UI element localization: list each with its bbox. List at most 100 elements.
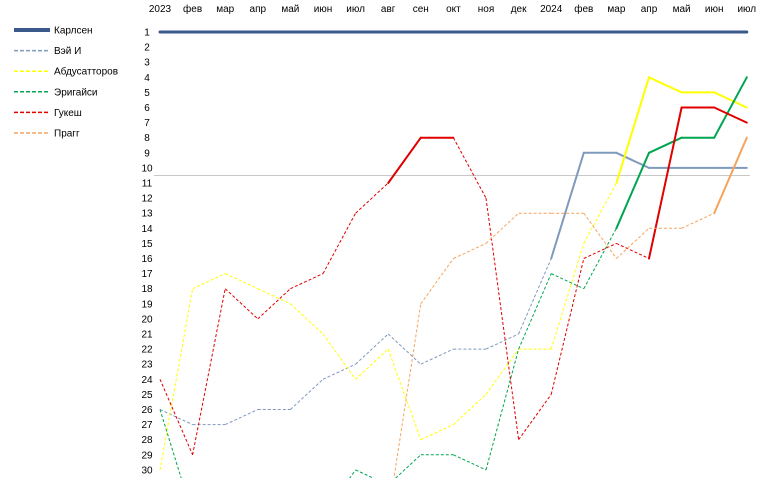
series-5: [393, 136, 748, 478]
series-segment: [583, 212, 617, 259]
series-segment: [420, 348, 454, 365]
y-tick-label: 25: [141, 390, 153, 401]
series-segment: [387, 136, 422, 184]
series-segment: [355, 348, 389, 380]
x-tick-label: ноя: [478, 4, 495, 15]
series-segment: [615, 151, 650, 230]
series-segment: [485, 348, 520, 395]
y-tick-label: 24: [141, 375, 153, 386]
series-segment: [224, 288, 259, 320]
series-segment: [485, 212, 519, 244]
x-tick-label: май: [281, 4, 299, 15]
series-4: [159, 106, 748, 455]
series-1: [159, 151, 748, 426]
series-segment: [387, 333, 422, 365]
legend-label: Карлсен: [54, 26, 93, 37]
y-tick-label: 7: [144, 118, 150, 129]
series-segment: [713, 136, 748, 215]
series-segment: [322, 333, 357, 380]
x-tick-label: май: [673, 4, 691, 15]
legend-label: Прагг: [54, 129, 80, 140]
series-group: [158, 30, 749, 478]
y-tick-label: 27: [141, 420, 153, 431]
series-segment: [420, 258, 454, 305]
y-axis-ticks: 1234567891011121314151617181920212223242…: [141, 28, 153, 477]
y-tick-label: 30: [141, 465, 153, 476]
y-tick-label: 1: [144, 28, 150, 39]
y-tick-label: 11: [142, 179, 153, 190]
series-segment: [224, 409, 259, 426]
series-segment: [583, 242, 617, 259]
y-tick-label: 19: [141, 299, 153, 310]
series-segment: [290, 273, 324, 290]
y-tick-label: 28: [141, 435, 153, 446]
series-segment: [453, 242, 487, 259]
series-segment: [583, 228, 617, 289]
series-segment: [550, 243, 585, 350]
series-segment: [453, 394, 487, 425]
y-tick-label: 10: [141, 163, 153, 174]
series-segment: [387, 348, 422, 440]
legend-item: Прагг: [14, 129, 80, 140]
x-tick-label: дек: [511, 4, 527, 15]
series-segment: [355, 182, 389, 214]
series-segment: [452, 137, 487, 199]
series-segment: [518, 273, 552, 350]
series-segment: [583, 182, 617, 244]
series-segment: [616, 242, 650, 259]
x-tick-label: окт: [446, 4, 461, 15]
series-segment: [485, 333, 519, 350]
legend-label: Вэй И: [54, 46, 81, 57]
series-segment: [420, 424, 454, 441]
series-segment: [713, 91, 748, 109]
series-3: [159, 76, 748, 478]
y-tick-label: 14: [141, 224, 153, 235]
series-segment: [550, 151, 585, 260]
legend-label: Абдусатторов: [54, 66, 118, 78]
x-tick-label: сен: [413, 4, 429, 15]
y-tick-label: 16: [141, 254, 153, 265]
y-tick-label: 20: [141, 314, 153, 325]
x-tick-label: авг: [381, 4, 396, 15]
series-segment: [550, 258, 585, 395]
series-segment: [159, 379, 194, 455]
series-segment: [393, 303, 422, 478]
series-segment: [648, 76, 683, 94]
y-tick-label: 15: [141, 239, 153, 250]
x-tick-label: июн: [705, 4, 724, 15]
series-segment: [485, 198, 520, 440]
series-segment: [550, 273, 585, 290]
x-tick-label: мар: [216, 4, 234, 15]
y-tick-label: 2: [144, 43, 150, 54]
x-tick-label: апр: [641, 4, 658, 15]
series-segment: [615, 76, 650, 184]
legend-item: Вэй И: [14, 46, 81, 57]
series-segment: [681, 212, 715, 229]
series-segment: [159, 409, 182, 478]
legend: Карлсен Вэй И Абдусатторов Эригайси Гукеш Пра…: [14, 26, 118, 140]
series-segment: [355, 333, 389, 365]
series-segment: [159, 288, 194, 470]
y-tick-label: 3: [144, 58, 150, 69]
legend-item: Карлсен: [14, 26, 93, 37]
series-segment: [395, 454, 422, 478]
series-segment: [453, 454, 487, 471]
series-segment: [322, 212, 357, 274]
x-tick-label: июл: [346, 4, 365, 15]
y-tick-label: 6: [144, 103, 150, 114]
series-segment: [518, 394, 552, 440]
y-tick-label: 21: [141, 330, 153, 341]
x-tick-label: 2023: [149, 4, 172, 15]
x-axis-ticks: 2023 фев мар апр май июн июл авг сен окт ноя дек 202…: [149, 3, 756, 15]
series-segment: [290, 303, 324, 335]
series-segment: [648, 136, 683, 154]
legend-label: Гукеш: [54, 108, 82, 119]
x-tick-label: 2024: [540, 4, 563, 15]
y-tick-label: 17: [141, 269, 153, 280]
series-segment: [518, 258, 552, 335]
series-segment: [713, 76, 748, 139]
legend-item: Эригайси: [14, 87, 98, 98]
y-tick-label: 29: [141, 450, 153, 461]
series-segment: [322, 363, 356, 380]
